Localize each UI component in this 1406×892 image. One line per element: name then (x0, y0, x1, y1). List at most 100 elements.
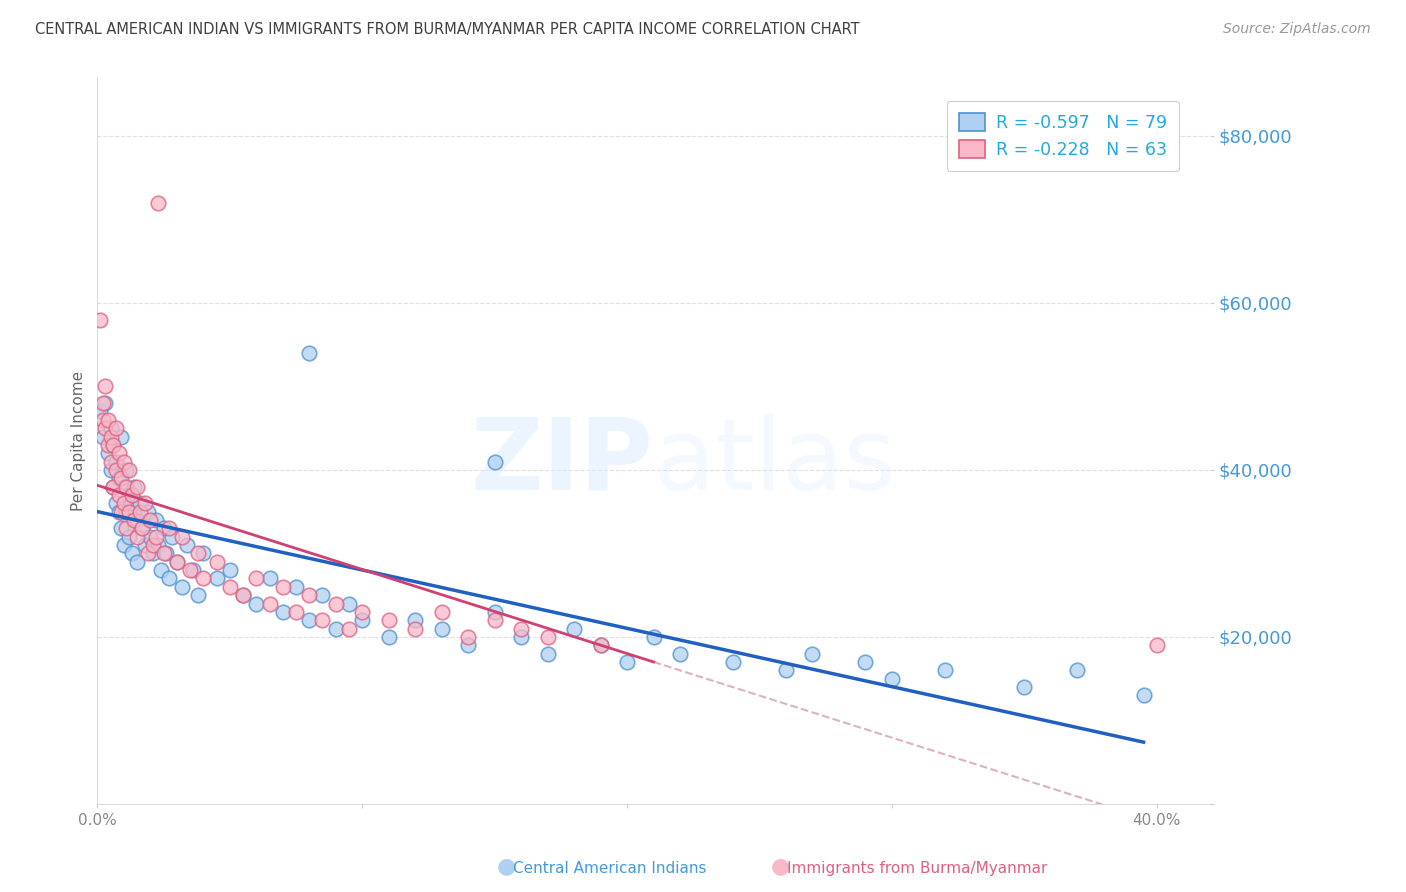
Point (110, 429, 132, 443)
Point (107, 505, 129, 519)
Point (1066, 663, 1088, 677)
Point (298, 346, 321, 360)
Point (457, 630, 479, 644)
Point (259, 571, 281, 585)
Point (103, 438, 125, 452)
Point (128, 505, 150, 519)
Point (125, 480, 148, 494)
Point (91, 413, 114, 427)
Point (145, 530, 167, 544)
Point (118, 463, 141, 477)
Point (136, 505, 159, 519)
Point (110, 471, 132, 485)
Point (510, 630, 533, 644)
Point (484, 454, 506, 468)
Point (118, 505, 141, 519)
Text: Immigrants from Burma/Myanmar: Immigrants from Burma/Myanmar (787, 861, 1047, 876)
Point (118, 488, 141, 502)
Point (112, 480, 135, 494)
Text: atlas: atlas (654, 414, 896, 511)
Point (325, 597, 347, 611)
Point (97, 446, 120, 460)
Point (131, 521, 153, 535)
Point (104, 454, 127, 468)
Point (193, 546, 215, 560)
Point (112, 538, 135, 552)
Point (166, 555, 188, 569)
Point (337, 622, 360, 636)
Point (142, 538, 165, 552)
Point (187, 546, 209, 560)
Point (110, 521, 132, 535)
Point (187, 588, 209, 602)
Point (91, 429, 114, 443)
Point (115, 521, 138, 535)
Point (107, 488, 129, 502)
Point (97, 413, 120, 427)
Point (104, 421, 127, 435)
Text: Source: ZipAtlas.com: Source: ZipAtlas.com (1223, 22, 1371, 37)
Point (148, 195, 170, 210)
Point (259, 597, 281, 611)
Point (855, 655, 877, 669)
Point (110, 505, 132, 519)
Point (298, 588, 321, 602)
Point (205, 571, 228, 585)
Point (89, 312, 111, 326)
Point (115, 463, 138, 477)
Point (775, 663, 797, 677)
Point (100, 429, 122, 443)
Text: Central American Indians: Central American Indians (513, 861, 707, 876)
Point (721, 655, 744, 669)
Point (377, 613, 399, 627)
Point (669, 647, 692, 661)
Point (94, 421, 117, 435)
Point (880, 672, 903, 686)
Point (404, 622, 426, 636)
Point (589, 638, 612, 652)
Point (271, 580, 294, 594)
Y-axis label: Per Capita Income: Per Capita Income (72, 370, 86, 511)
Point (104, 496, 127, 510)
Point (139, 530, 162, 544)
Point (337, 597, 360, 611)
Point (1146, 638, 1168, 652)
Point (311, 613, 333, 627)
Point (218, 563, 240, 577)
Point (112, 454, 135, 468)
Point (103, 438, 125, 452)
Point (271, 605, 294, 619)
Point (115, 505, 138, 519)
Point (245, 571, 267, 585)
Point (125, 513, 148, 527)
Point (181, 563, 204, 577)
Point (404, 613, 426, 627)
Point (134, 496, 156, 510)
Point (124, 513, 146, 527)
Point (139, 513, 162, 527)
Point (142, 546, 165, 560)
Point (285, 580, 308, 594)
Point (484, 605, 506, 619)
Point (91, 396, 114, 410)
Point (616, 655, 638, 669)
Point (107, 471, 129, 485)
Point (377, 630, 399, 644)
Point (131, 521, 153, 535)
Point (430, 605, 453, 619)
Point (352, 605, 374, 619)
Point (205, 555, 228, 569)
Point (510, 622, 533, 636)
Point (149, 563, 172, 577)
Point (115, 480, 138, 494)
Legend: R = -0.597   N = 79, R = -0.228   N = 63: R = -0.597 N = 79, R = -0.228 N = 63 (948, 101, 1178, 171)
Point (118, 530, 141, 544)
Point (325, 622, 347, 636)
Point (145, 513, 167, 527)
Point (89, 404, 111, 418)
Point (94, 379, 117, 393)
Point (103, 480, 125, 494)
Point (121, 496, 143, 510)
Point (107, 446, 129, 460)
Point (152, 521, 174, 535)
